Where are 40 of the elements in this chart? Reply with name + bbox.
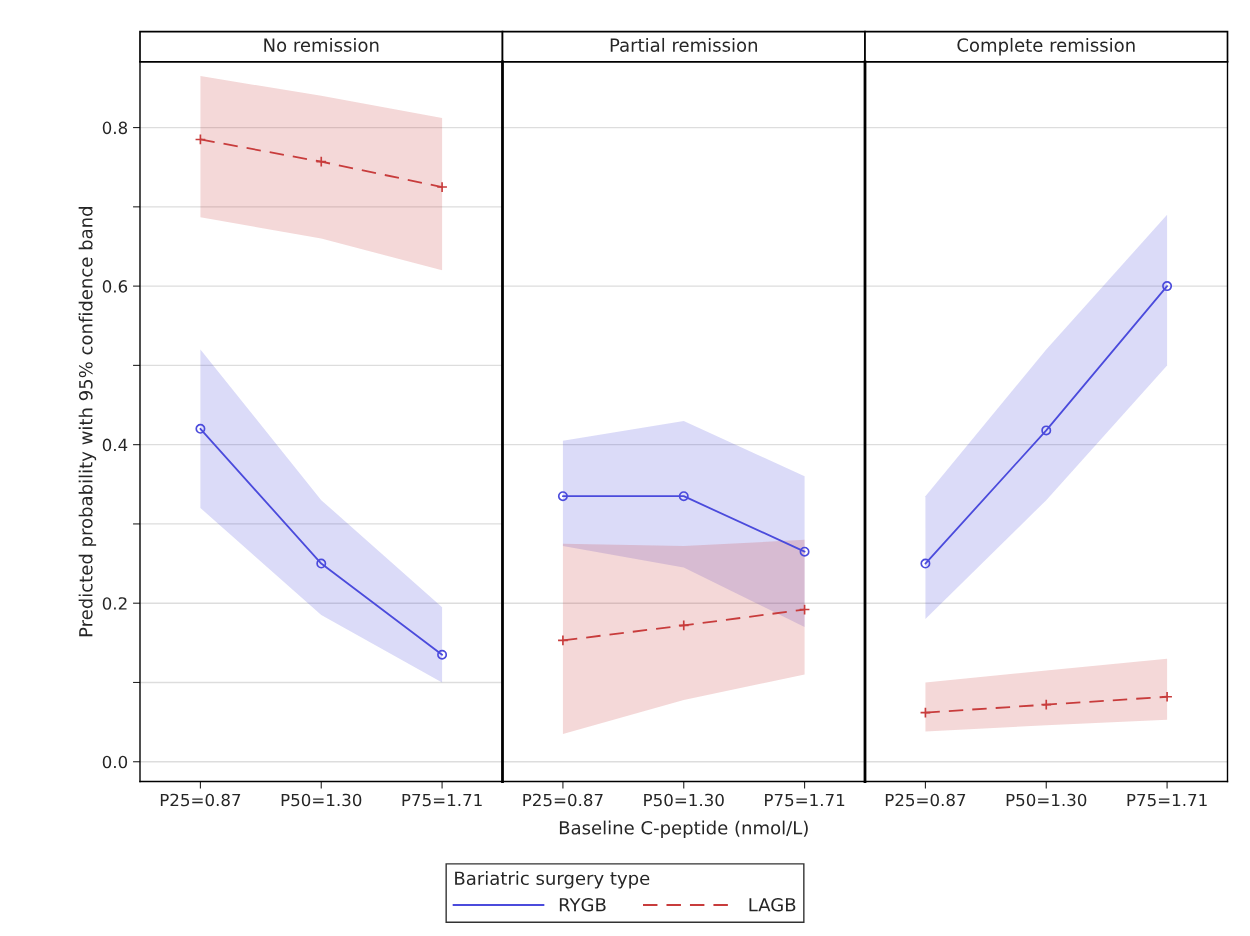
point bbox=[1041, 425, 1052, 436]
legend-label: LAGB bbox=[749, 897, 796, 912]
point bbox=[678, 491, 689, 502]
legend-title: Bariatric surgery type bbox=[455, 871, 650, 889]
point bbox=[557, 491, 568, 502]
x-tick-label: P50=1.30 bbox=[1006, 793, 1087, 807]
legend-label: RYGB bbox=[559, 897, 606, 912]
point bbox=[315, 155, 327, 168]
y-tick-label: 0.2 bbox=[102, 597, 127, 610]
x-tick-label: P50=1.30 bbox=[644, 793, 724, 807]
chart-title: Complete remission bbox=[957, 37, 1135, 56]
x-axis-title: Baseline C-peptide (nmol/L) bbox=[559, 820, 808, 839]
point bbox=[919, 706, 932, 719]
y-axis-title: Predicted probability with 95% confidence band bbox=[78, 207, 97, 637]
x-tick-label: P75=1.71 bbox=[765, 793, 845, 807]
y-tick-label: 0.0 bbox=[102, 755, 128, 769]
point bbox=[436, 181, 448, 193]
point bbox=[195, 423, 206, 434]
point bbox=[920, 558, 931, 569]
x-tick-label: P75=1.71 bbox=[1127, 793, 1207, 807]
x-tick-label: P25=0.87 bbox=[885, 793, 966, 807]
point bbox=[1161, 691, 1173, 703]
chart-title: Partial remission bbox=[610, 37, 757, 52]
point bbox=[1040, 698, 1052, 711]
y-tick-label: 0.4 bbox=[102, 438, 128, 452]
point bbox=[1162, 281, 1173, 292]
x-tick-label: P25=0.87 bbox=[160, 793, 241, 807]
chart-title: No remission bbox=[264, 37, 379, 52]
point bbox=[678, 619, 690, 632]
y-tick-label: 0.6 bbox=[102, 280, 128, 293]
point bbox=[798, 603, 811, 616]
point bbox=[799, 546, 810, 557]
point bbox=[194, 133, 207, 146]
x-tick-label: P75=1.71 bbox=[402, 793, 482, 807]
x-tick-label: P25=0.87 bbox=[523, 793, 603, 807]
point bbox=[437, 649, 448, 660]
x-tick-label: P50=1.30 bbox=[281, 793, 362, 807]
point bbox=[316, 558, 327, 569]
y-tick-label: 0.8 bbox=[102, 121, 128, 135]
point bbox=[557, 634, 569, 647]
